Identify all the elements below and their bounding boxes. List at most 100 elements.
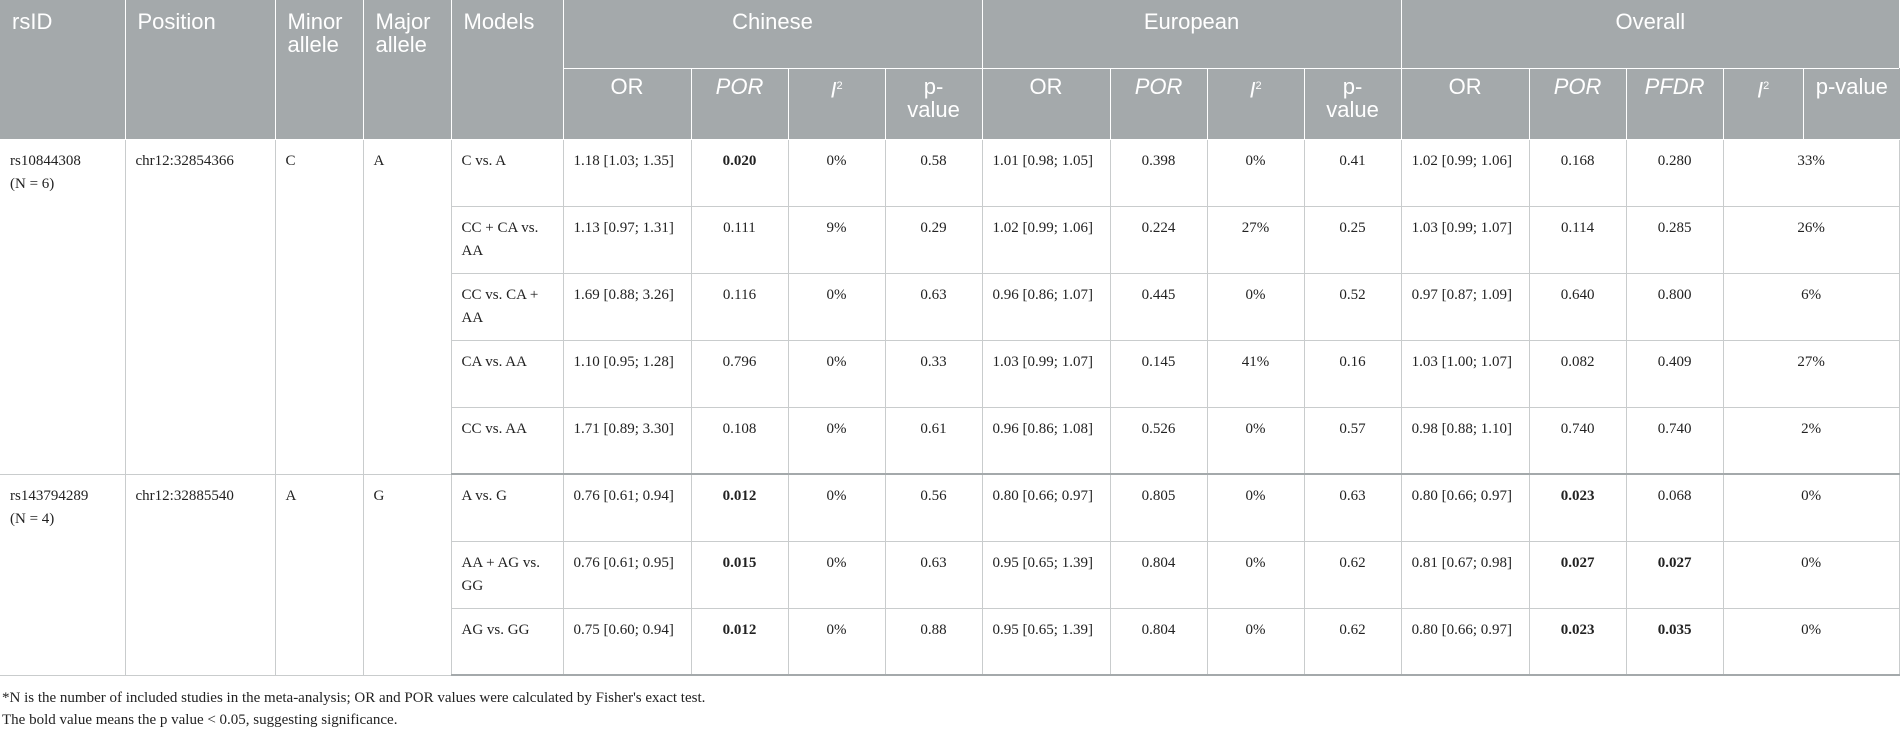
por-label: POR [715,73,764,99]
study-count: (N = 4) [10,510,55,527]
header-overall-pfdr: PFDR [1626,68,1724,140]
european-por-cell: 0.805 [1110,474,1208,542]
overall-or-cell: 0.80 [0.66; 0.97] [1401,608,1530,676]
chinese-i2-cell: 9% [788,206,886,274]
chinese-por-cell: 0.012 [691,474,789,542]
model-cell: CC vs. AA [451,407,564,475]
header-chinese-i2: I2 [788,68,886,140]
overall-or-cell: 0.97 [0.87; 1.09] [1401,273,1530,341]
rsid-cell: rs10844308 (N = 6) [0,139,126,475]
overall-or-cell: 0.81 [0.67; 0.98] [1401,541,1530,609]
chinese-pvalue-cell: 0.63 [885,541,983,609]
table-row: rs143794289 (N = 4) chr12:32885540 A G A vs. … [0,474,1900,676]
european-pvalue-cell: 0.63 [1304,474,1402,542]
european-or-cell: 1.02 [0.99; 1.06] [982,206,1111,274]
chinese-por-cell: 0.111 [691,206,789,274]
header-overall: Overall [1401,0,1900,69]
overall-por-cell: 0.114 [1529,206,1627,274]
header-chinese: Chinese [563,0,983,69]
overall-pfdr-cell: 0.068 [1626,474,1724,542]
overall-por-cell: 0.023 [1529,474,1627,542]
chinese-por-cell: 0.796 [691,340,789,408]
european-pvalue-cell: 0.62 [1304,541,1402,609]
european-or-cell: 1.03 [0.99; 1.07] [982,340,1111,408]
chinese-por-cell: 0.012 [691,608,789,676]
chinese-por-cell: 0.116 [691,273,789,341]
i2-letter: I [1756,76,1764,102]
chinese-or-cell: 1.13 [0.97; 1.31] [563,206,692,274]
model-cell: CC vs. CA + AA [451,273,564,341]
table-row: AA + AG vs. GG 0.76 [0.61; 0.95] 0.015 0% 0.… [0,541,1900,609]
rsid-value: rs10844308 [10,152,81,169]
major-allele-cell: G [363,474,452,676]
european-i2-cell: 41% [1207,340,1305,408]
table-row: CC vs. AA 1.71 [0.89; 3.30] 0.108 0% 0.61 0.9… [0,407,1900,475]
overall-i2-cell: 0% [1723,474,1900,542]
european-i2-cell: 0% [1207,407,1305,475]
header-rsid: rsID [0,0,126,140]
european-i2-cell: 0% [1207,139,1305,207]
position-cell: chr12:32885540 [125,474,276,676]
overall-i2-cell: 26% [1723,206,1900,274]
overall-or-cell: 1.03 [0.99; 1.07] [1401,206,1530,274]
european-or-cell: 1.01 [0.98; 1.05] [982,139,1111,207]
header-overall-pvalue: p-value [1803,68,1900,140]
european-i2-cell: 0% [1207,273,1305,341]
overall-pfdr-cell: 0.740 [1626,407,1724,475]
results-table: rsID Position Minor allele Major allele … [0,0,1900,676]
chinese-i2-cell: 0% [788,340,886,408]
chinese-pvalue-cell: 0.58 [885,139,983,207]
overall-pfdr-cell: 0.800 [1626,273,1724,341]
european-pvalue-cell: 0.25 [1304,206,1402,274]
table-row: AG vs. GG 0.75 [0.60; 0.94] 0.012 0% 0.88 0.9… [0,608,1900,676]
table-row: CA vs. AA 1.10 [0.95; 1.28] 0.796 0% 0.33 1.0… [0,340,1900,408]
i2-letter: I [830,76,837,102]
european-pvalue-cell: 0.41 [1304,139,1402,207]
header-european: European [982,0,1402,69]
minor-allele-cell: A [275,474,364,676]
i2-exponent: 2 [1255,79,1262,92]
overall-pfdr-cell: 0.027 [1626,541,1724,609]
header-overall-por: POR [1529,68,1627,140]
chinese-i2-cell: 0% [788,541,886,609]
overall-i2-cell: 6% [1723,273,1900,341]
overall-por-cell: 0.023 [1529,608,1627,676]
minor-allele-cell: C [275,139,364,475]
chinese-pvalue-cell: 0.61 [885,407,983,475]
study-count: (N = 6) [10,175,55,192]
i2-letter: I [1249,76,1256,102]
overall-pfdr-cell: 0.280 [1626,139,1724,207]
model-cell: CA vs. AA [451,340,564,408]
european-i2-cell: 0% [1207,608,1305,676]
overall-por-cell: 0.168 [1529,139,1627,207]
header-european-i2: I2 [1207,68,1305,140]
model-cell: A vs. G [451,474,564,542]
por-label: POR [1553,73,1602,99]
major-allele-cell: A [363,139,452,475]
european-por-cell: 0.526 [1110,407,1208,475]
overall-or-cell: 1.03 [1.00; 1.07] [1401,340,1530,408]
overall-pfdr-cell: 0.285 [1626,206,1724,274]
chinese-i2-cell: 0% [788,139,886,207]
header-chinese-pvalue: p-value [885,68,983,140]
chinese-or-cell: 0.76 [0.61; 0.94] [563,474,692,542]
overall-or-cell: 0.80 [0.66; 0.97] [1401,474,1530,542]
european-or-cell: 0.96 [0.86; 1.07] [982,273,1111,341]
european-or-cell: 0.80 [0.66; 0.97] [982,474,1111,542]
chinese-por-cell: 0.015 [691,541,789,609]
overall-pfdr-cell: 0.035 [1626,608,1724,676]
chinese-i2-cell: 0% [788,474,886,542]
model-cell: CC + CA vs. AA [451,206,564,274]
european-por-cell: 0.804 [1110,608,1208,676]
overall-i2-cell: 2% [1723,407,1900,475]
european-pvalue-cell: 0.16 [1304,340,1402,408]
european-pvalue-cell: 0.52 [1304,273,1402,341]
european-pvalue-cell: 0.57 [1304,407,1402,475]
european-por-cell: 0.145 [1110,340,1208,408]
model-cell: C vs. A [451,139,564,207]
header-minor-allele: Minor allele [275,0,364,140]
chinese-or-cell: 1.10 [0.95; 1.28] [563,340,692,408]
european-or-cell: 0.95 [0.65; 1.39] [982,541,1111,609]
chinese-i2-cell: 0% [788,273,886,341]
european-pvalue-cell: 0.62 [1304,608,1402,676]
